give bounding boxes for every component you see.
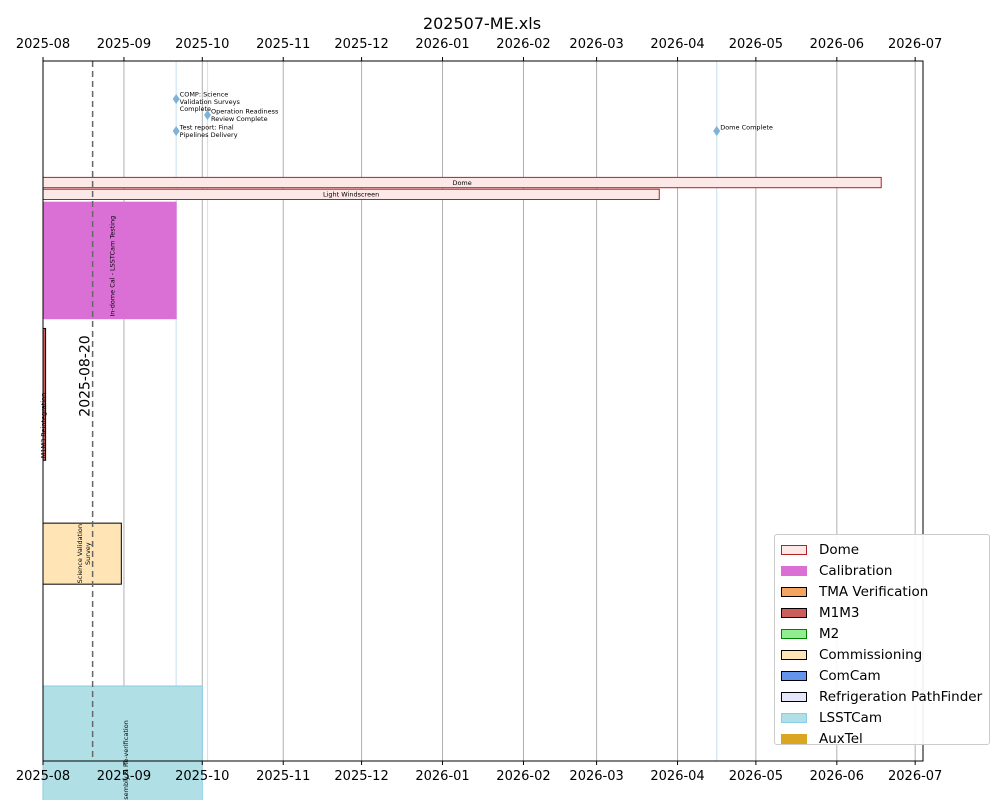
tick-label-bottom: 2026-04	[650, 769, 704, 784]
milestone-label-line: Validation Surveys	[180, 98, 241, 106]
legend-swatch	[781, 649, 807, 660]
task-label: Dome	[452, 179, 471, 187]
milestone-marker	[172, 94, 180, 104]
tick-label-top: 2026-07	[888, 37, 942, 52]
legend-label: LSSTCam	[819, 709, 882, 726]
legend-label: ComCam	[819, 667, 881, 684]
legend-item: Refrigeration PathFinder	[781, 686, 989, 707]
legend-item: TMA Verification	[781, 581, 989, 602]
date-axes: 2025-08 2025-08 2025-09 2025-09 2025-10 2025-…	[16, 37, 942, 784]
tick-label-top: 2025-10	[175, 37, 229, 52]
tick-label-top: 2025-12	[334, 37, 388, 52]
milestone-label-line: Operation Readiness	[211, 108, 279, 116]
legend-label: Calibration	[819, 562, 893, 579]
tick-label-top: 2025-08	[16, 37, 70, 52]
tick-label-top: 2026-04	[650, 37, 704, 52]
tick-label-top: 2026-06	[810, 37, 864, 52]
milestone-marker	[713, 126, 721, 136]
tick-label-top: 2026-01	[415, 37, 469, 52]
milestone-marker	[204, 110, 212, 120]
tick-label-bottom: 2025-12	[334, 769, 388, 784]
legend-label: M1M3	[819, 604, 860, 621]
tick-label-top: 2026-03	[569, 37, 623, 52]
task-bar	[42, 685, 203, 800]
milestone-label-line: Test report: Final	[179, 124, 234, 132]
legend-item: M2	[781, 623, 989, 644]
tick-label-bottom: 2025-08	[16, 769, 70, 784]
legend-item: Dome	[781, 539, 989, 560]
task-label-line: Survey	[84, 542, 92, 565]
task-label-line: In-dome Cal - LSSTCam Testing	[109, 216, 117, 317]
milestone-label-line: COMP: Science	[180, 91, 229, 99]
legend-swatch	[781, 712, 807, 723]
tick-label-top: 2025-11	[256, 37, 310, 52]
legend: Dome Calibration TMA Verification M1M3 M2 Com…	[774, 534, 990, 747]
task-label: In-dome Cal - LSSTCam Testing	[109, 216, 117, 317]
tick-label-bottom: 2026-06	[810, 769, 864, 784]
legend-swatch	[781, 586, 807, 597]
tick-label-top: 2025-09	[97, 37, 151, 52]
legend-item: M1M3	[781, 602, 989, 623]
plot-frame	[42, 60, 924, 762]
milestone-label-line: Pipelines Delivery	[180, 131, 238, 139]
legend-swatch	[781, 628, 807, 639]
milestone-label-line: Complete	[180, 105, 211, 113]
task-label-line: Assembly & Re-verification	[122, 720, 130, 800]
task-label: Science Validation Survey	[76, 524, 92, 583]
legend-swatch	[781, 565, 807, 576]
milestone-label-line: Review Complete	[211, 115, 268, 123]
legend-swatch	[781, 733, 807, 744]
task-bar	[42, 201, 177, 320]
legend-swatch	[781, 691, 807, 702]
tick-label-bottom: 2026-02	[496, 769, 550, 784]
tick-label-bottom: 2026-07	[888, 769, 942, 784]
tick-label-bottom: 2026-05	[729, 769, 783, 784]
milestone-marker	[172, 126, 180, 136]
legend-swatch	[781, 544, 807, 555]
task-label-line: Science Validation	[76, 524, 84, 583]
tick-label-top: 2026-05	[729, 37, 783, 52]
legend-label: Refrigeration PathFinder	[819, 688, 983, 705]
legend-label: Dome	[819, 541, 860, 558]
legend-swatch	[781, 670, 807, 681]
legend-item: ComCam	[781, 665, 989, 686]
legend-item: Calibration	[781, 560, 989, 581]
legend-item: Commissioning	[781, 644, 989, 665]
legend-label: M2	[819, 625, 840, 642]
milestone-label-line: Dome Complete	[720, 124, 773, 132]
tick-label-bottom: 2026-01	[415, 769, 469, 784]
tick-label-bottom: 2025-09	[97, 769, 151, 784]
legend-item: AuxTel	[781, 728, 989, 749]
tick-label-top: 2026-02	[496, 37, 550, 52]
milestone-label: Dome Complete	[720, 124, 773, 132]
today-label: 2025-08-20	[78, 335, 94, 416]
tick-label-bottom: 2026-03	[569, 769, 623, 784]
legend-label: TMA Verification	[819, 583, 929, 600]
legend-label: AuxTel	[819, 730, 863, 747]
milestone-lines	[175, 61, 718, 761]
tick-label-bottom: 2025-10	[175, 769, 229, 784]
task-label: Light Windscreen	[323, 191, 379, 199]
legend-item: LSSTCam	[781, 707, 989, 728]
task-label: Assembly & Re-verification	[122, 720, 130, 800]
tick-label-bottom: 2025-11	[256, 769, 310, 784]
today-marker: 2025-08-20	[78, 61, 94, 761]
legend-label: Commissioning	[819, 646, 923, 663]
chart-title: 202507-ME.xls	[423, 14, 541, 33]
task-bars: Dome Light Windscreen In-dome Cal - LSSTCa…	[39, 176, 882, 800]
legend-swatch	[781, 607, 807, 618]
